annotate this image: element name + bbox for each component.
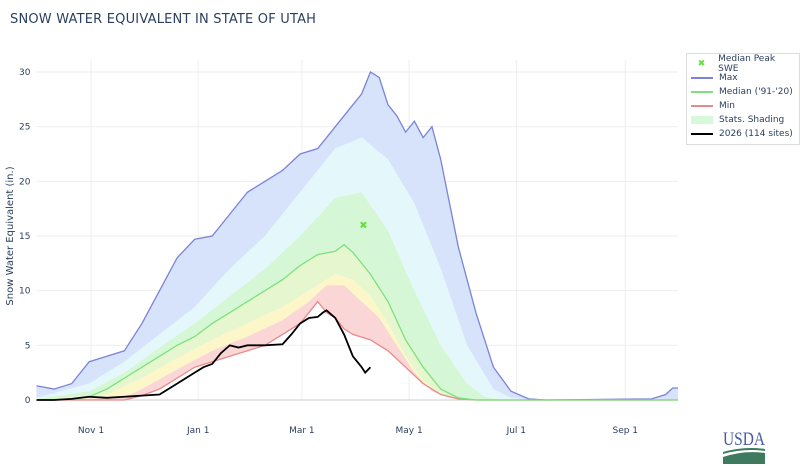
legend-item-min[interactable]: Min <box>691 99 795 113</box>
legend-label: Median ('91-'20) <box>719 87 793 97</box>
band-max <box>36 72 678 400</box>
legend: ✖ Median Peak SWE Max Median ('91-'20) Mi… <box>686 53 800 145</box>
x-tick-label: Jul 1 <box>506 426 526 436</box>
line-swatch-icon <box>691 77 713 79</box>
y-tick-label: 30 <box>19 68 31 78</box>
current-year-line <box>36 309 372 401</box>
x-tick-label: May 1 <box>395 426 422 436</box>
y-tick-label: 15 <box>19 232 30 242</box>
legend-item-shading[interactable]: Stats. Shading <box>691 113 795 127</box>
x-tick-label: Jan 1 <box>186 426 209 436</box>
x-tick-label: Sep 1 <box>612 426 638 436</box>
x-tick-label: Nov 1 <box>78 426 104 436</box>
legend-label: Median Peak SWE <box>718 54 776 74</box>
y-axis-title: Snow Water Equivalent (in.) <box>5 166 16 305</box>
legend-item-2026[interactable]: 2026 (114 sites) <box>691 127 795 141</box>
area-swatch-icon <box>691 116 713 124</box>
y-tick-label: 10 <box>19 287 31 297</box>
max-line <box>36 71 678 401</box>
x-marker-icon: ✖ <box>697 59 706 69</box>
band-70-90 <box>36 137 678 400</box>
legend-label: Min <box>719 101 735 111</box>
legend-label: Stats. Shading <box>719 115 785 125</box>
band-min-10 <box>36 285 678 400</box>
y-tick-label: 20 <box>19 177 31 187</box>
line-swatch-icon <box>691 133 713 135</box>
usda-logo: USDA <box>723 429 765 464</box>
median-line <box>36 243 678 401</box>
legend-item-max[interactable]: Max <box>691 71 795 85</box>
chart-title: SNOW WATER EQUIVALENT IN STATE OF UTAH <box>10 12 317 27</box>
line-swatch-icon <box>691 91 713 93</box>
x-tick-label: Mar 1 <box>289 426 315 436</box>
y-tick-label: 25 <box>19 123 30 133</box>
y-tick-label: 0 <box>25 396 31 406</box>
legend-item-median[interactable]: Median ('91-'20) <box>691 85 795 99</box>
line-swatch-icon <box>691 105 713 107</box>
legend-label: Max <box>719 73 738 83</box>
legend-label: 2026 (114 sites) <box>719 129 793 139</box>
band-50-70 <box>36 192 678 400</box>
band-30-50 <box>36 244 678 400</box>
min-line <box>36 300 678 401</box>
svg-text:USDA: USDA <box>723 429 765 450</box>
median-peak-marker: ✖ <box>359 221 367 232</box>
legend-item-median-peak[interactable]: ✖ Median Peak SWE <box>691 54 795 74</box>
y-tick-label: 5 <box>25 341 31 351</box>
